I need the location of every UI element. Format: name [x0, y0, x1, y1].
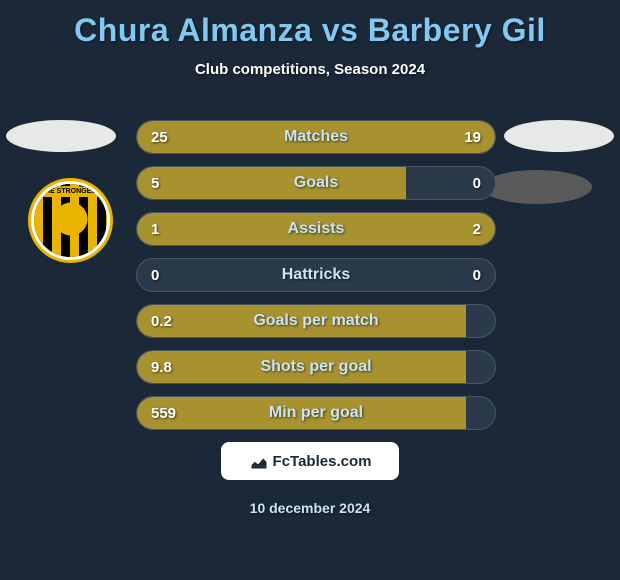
branding-pill[interactable]: FcTables.com	[221, 442, 399, 480]
club-badge-left: THE STRONGEST	[28, 178, 113, 263]
stat-row: Shots per goal9.8	[136, 350, 496, 384]
tiger-icon	[51, 201, 91, 241]
stat-value-left: 25	[151, 121, 168, 153]
stat-value-left: 9.8	[151, 351, 172, 383]
stats-container: Matches2519Goals50Assists12Hattricks00Go…	[136, 120, 496, 442]
player-avatar-left	[6, 120, 116, 152]
stat-row: Goals5 0	[136, 166, 496, 200]
stat-value-left: 1	[151, 213, 159, 245]
stat-value-left: 5	[151, 167, 159, 199]
page-title: Chura Almanza vs Barbery Gil	[0, 0, 620, 49]
stat-row: Matches25 19	[136, 120, 496, 154]
stat-label: Matches	[137, 121, 495, 153]
club-badge-left-text: THE STRONGEST	[34, 186, 107, 197]
stat-label: Goals per match	[137, 305, 495, 337]
stat-row: Goals per match0.2	[136, 304, 496, 338]
stat-label: Goals	[137, 167, 495, 199]
stat-value-left: 0.2	[151, 305, 172, 337]
stat-value-left: 559	[151, 397, 176, 429]
club-badge-right	[482, 170, 592, 204]
stat-row: Min per goal559	[136, 396, 496, 430]
stat-label: Shots per goal	[137, 351, 495, 383]
stat-value-right: 0	[473, 259, 481, 291]
stat-value-left: 0	[151, 259, 159, 291]
page-subtitle: Club competitions, Season 2024	[0, 61, 620, 78]
stat-value-right: 0	[473, 167, 481, 199]
date-label: 10 december 2024	[0, 500, 620, 516]
stat-row: Assists1 2	[136, 212, 496, 246]
stat-label: Min per goal	[137, 397, 495, 429]
stat-value-right: 2	[473, 213, 481, 245]
chart-icon	[249, 451, 269, 471]
stat-label: Hattricks	[137, 259, 495, 291]
branding-text: FcTables.com	[273, 453, 372, 470]
player-avatar-right	[504, 120, 614, 152]
stat-row: Hattricks0 0	[136, 258, 496, 292]
stat-label: Assists	[137, 213, 495, 245]
stat-value-right: 19	[464, 121, 481, 153]
